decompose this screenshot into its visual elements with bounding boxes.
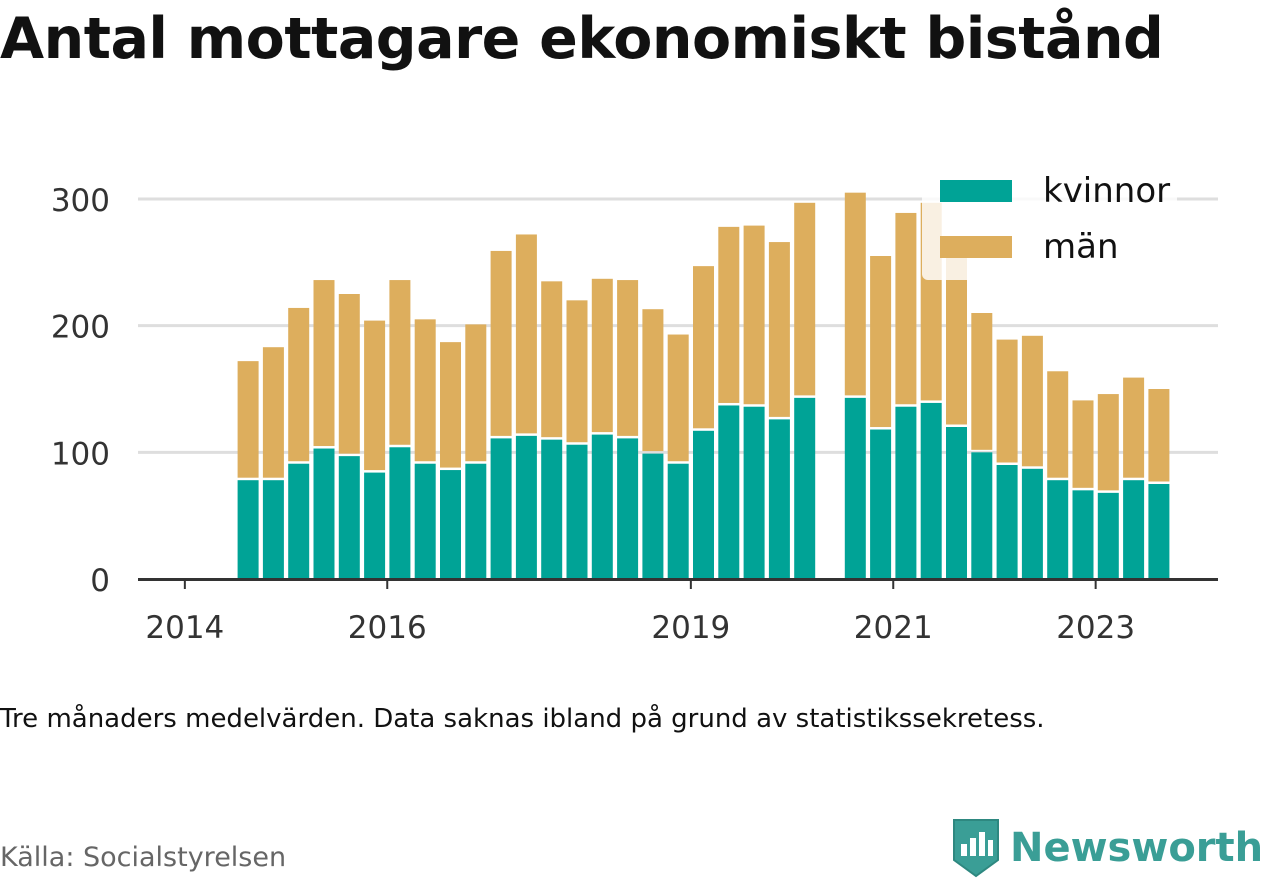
bar-man — [971, 313, 993, 450]
legend-label: män — [1043, 227, 1119, 267]
bar-kvinnor — [794, 397, 816, 579]
bar-kvinnor — [1123, 480, 1145, 579]
bar-kvinnor — [414, 463, 436, 579]
bar-man — [1123, 377, 1145, 478]
chart-note: Tre månaders medelvärden. Data saknas ib… — [0, 704, 1045, 734]
bar-man — [313, 280, 335, 447]
bar-man — [465, 324, 487, 462]
bar-man — [1047, 371, 1069, 478]
bar-kvinnor — [1021, 468, 1043, 579]
bar-man — [1072, 400, 1094, 488]
y-tick-label: 0 — [90, 563, 110, 599]
bar-man — [541, 281, 563, 438]
bar-kvinnor — [946, 427, 967, 579]
bar-man — [996, 339, 1018, 463]
bar-kvinnor — [920, 402, 942, 579]
bar-kvinnor — [389, 447, 411, 579]
bar-kvinnor — [490, 438, 512, 579]
bar-kvinnor — [693, 430, 714, 579]
bar-kvinnor — [364, 472, 386, 579]
bar-man — [743, 225, 765, 405]
bar-man — [1021, 335, 1043, 467]
bar-man — [946, 243, 967, 425]
bar-kvinnor — [338, 456, 360, 579]
chart-title: Antal mottagare ekonomiskt bistånd — [0, 6, 1164, 72]
bar-kvinnor — [566, 444, 588, 579]
bar-kvinnor — [870, 429, 892, 579]
y-tick-label: 200 — [51, 310, 110, 346]
bar-kvinnor — [262, 480, 284, 579]
x-axis-ticks: 2014 2016 2019 2021 2023 — [145, 579, 1135, 646]
bar-man — [262, 347, 284, 478]
legend-swatch-man — [940, 236, 1012, 258]
bar-kvinnor — [642, 453, 664, 579]
source-credit: Källa: Socialstyrelsen — [0, 842, 287, 873]
legend-label: kvinnor — [1043, 171, 1170, 211]
bar-kvinnor — [1072, 490, 1094, 579]
bar-man — [237, 361, 259, 478]
bar-kvinnor — [768, 419, 790, 579]
bar-kvinnor — [844, 397, 866, 579]
bar-kvinnor — [743, 406, 765, 579]
bar-kvinnor — [237, 480, 259, 579]
bar-kvinnor — [1097, 492, 1119, 579]
bar-man — [515, 234, 537, 434]
y-axis-labels: 0 100 200 300 — [51, 183, 110, 599]
bar-kvinnor — [440, 470, 461, 579]
x-tick-label: 2014 — [145, 610, 224, 646]
bar-man — [794, 202, 816, 396]
bar-kvinnor — [465, 463, 487, 579]
x-tick-label: 2021 — [854, 610, 933, 646]
bar-man — [389, 280, 411, 445]
bar-man — [667, 334, 689, 462]
bar-man — [642, 309, 664, 452]
bar-kvinnor — [313, 448, 335, 579]
bar-kvinnor — [718, 405, 740, 579]
x-tick-label: 2016 — [348, 610, 427, 646]
bar-kvinnor — [996, 465, 1018, 579]
bar-man — [414, 319, 436, 462]
bar-man — [844, 192, 866, 396]
bar-kvinnor — [971, 452, 993, 579]
brand-name: Newsworthy — [1010, 825, 1262, 871]
bar-kvinnor — [515, 435, 537, 579]
bar-man — [693, 266, 714, 429]
bar-man — [338, 294, 360, 454]
legend: kvinnor män — [922, 168, 1177, 280]
y-tick-label: 100 — [51, 436, 110, 472]
bar-man — [440, 342, 461, 468]
bar-man — [768, 242, 790, 417]
bar-man — [288, 307, 310, 462]
bar-man — [566, 300, 588, 443]
bar-kvinnor — [1047, 480, 1069, 579]
bar-man — [1097, 394, 1119, 491]
bar-man — [1148, 389, 1170, 482]
bar-man — [870, 256, 892, 428]
stacked-bar-chart: 0 100 200 300 2014 2016 2019 2021 2023 kvinnor m… — [50, 168, 1218, 646]
x-tick-label: 2019 — [651, 610, 730, 646]
bar-kvinnor — [288, 463, 310, 579]
bar-kvinnor — [591, 434, 613, 579]
newsworthy-logo-icon — [953, 819, 999, 878]
newsworthy-logo: Newsworthy — [950, 818, 1262, 878]
bar-kvinnor — [667, 463, 689, 579]
bar-kvinnor — [541, 439, 563, 579]
bar-man — [895, 212, 917, 405]
bar-kvinnor — [1148, 484, 1170, 579]
x-tick-label: 2023 — [1056, 610, 1135, 646]
y-tick-label: 300 — [51, 183, 110, 219]
bar-man — [490, 250, 512, 436]
bar-man — [718, 226, 740, 403]
legend-swatch-kvinnor — [940, 180, 1012, 202]
bar-kvinnor — [617, 438, 639, 579]
bar-man — [364, 320, 386, 471]
bar-kvinnor — [895, 406, 917, 579]
bar-man — [591, 278, 613, 433]
bar-man — [617, 280, 639, 436]
